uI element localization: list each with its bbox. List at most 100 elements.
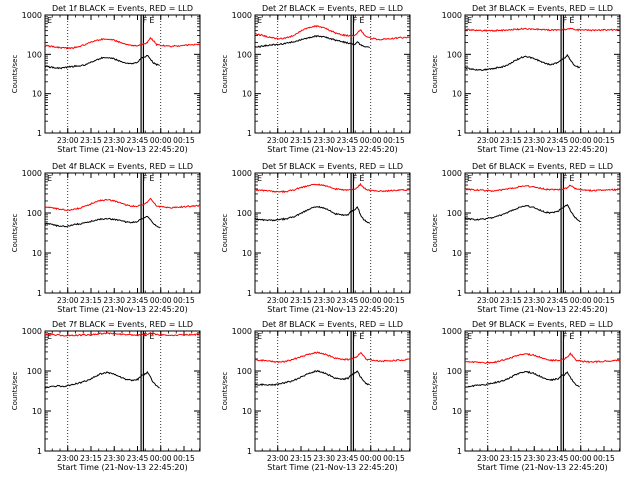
flag-e-label: E xyxy=(569,174,574,183)
x-tick-label: 23:30 xyxy=(103,454,125,463)
flag-e-label: E xyxy=(359,332,364,341)
y-tick-label: 1 xyxy=(457,129,462,138)
y-tick-label: 100 xyxy=(237,209,252,218)
flag-e-label: E xyxy=(257,332,262,341)
x-tick-label: 23:45 xyxy=(547,136,569,145)
y-tick-label: 10 xyxy=(452,90,462,99)
x-tick-label: 00:00 xyxy=(360,136,382,145)
lld-series-line xyxy=(464,352,621,364)
y-tick-label: 1000 xyxy=(232,327,252,336)
y-tick-label: 1 xyxy=(247,289,252,298)
y-axis-label: Counts/sec xyxy=(431,55,439,94)
y-tick-label: 10 xyxy=(242,90,252,99)
x-tick-label: 00:15 xyxy=(593,296,615,305)
plot-panel: Det 4f BLACK = Events, RED = LLD 1 10 100 10… xyxy=(11,162,201,314)
x-tick-label: 23:30 xyxy=(523,454,545,463)
lld-series-line xyxy=(44,197,201,212)
y-axis-label: Counts/sec xyxy=(221,372,229,411)
flag-e-label: E xyxy=(359,174,364,183)
y-tick-label: 1000 xyxy=(442,11,462,20)
y-tick-label: 100 xyxy=(237,367,252,376)
plot-frame xyxy=(254,172,411,294)
flag-e-label: E xyxy=(47,16,52,25)
events-series-line xyxy=(464,203,581,223)
x-tick-label: 00:00 xyxy=(150,454,172,463)
plot-panel: Det 1f BLACK = Events, RED = LLD 1 10 100 10… xyxy=(11,4,201,154)
flag-e-label: E xyxy=(569,332,574,341)
y-tick-label: 1 xyxy=(247,447,252,456)
y-tick-label: 100 xyxy=(27,209,42,218)
plot-panel: Det 3f BLACK = Events, RED = LLD 1 10 100 10… xyxy=(431,4,621,154)
x-tick-label: 23:00 xyxy=(267,454,289,463)
x-tick-label: 23:00 xyxy=(57,136,79,145)
y-axis-label: Counts/sec xyxy=(221,214,229,253)
plot-frame xyxy=(254,330,411,452)
lld-series-line xyxy=(44,36,201,50)
x-tick-label: 23:30 xyxy=(313,454,335,463)
x-tick-label: 23:45 xyxy=(337,454,359,463)
flag-e-label: E xyxy=(467,332,472,341)
events-series-line xyxy=(254,369,370,387)
y-tick-label: 10 xyxy=(452,407,462,416)
plot-panel: Det 2f BLACK = Events, RED = LLD 1 10 100 10… xyxy=(221,4,411,154)
x-tick-label: 23:30 xyxy=(523,296,545,305)
x-axis-label: Start Time (21-Nov-13 22:45:20) xyxy=(477,145,607,154)
y-tick-label: 100 xyxy=(27,367,42,376)
x-tick-label: 00:00 xyxy=(360,454,382,463)
x-tick-label: 23:45 xyxy=(547,296,569,305)
flag-f-label: F xyxy=(143,16,148,25)
flag-e-label: E xyxy=(467,16,472,25)
x-tick-label: 23:15 xyxy=(80,454,102,463)
x-tick-label: 00:15 xyxy=(173,136,195,145)
events-series-line xyxy=(464,53,581,72)
x-tick-label: 23:45 xyxy=(127,136,149,145)
flag-f-label: F xyxy=(563,332,568,341)
plot-title: Det 9f BLACK = Events, RED = LLD xyxy=(472,320,613,329)
y-tick-label: 1 xyxy=(457,289,462,298)
y-tick-label: 1000 xyxy=(442,169,462,178)
y-tick-label: 10 xyxy=(32,407,42,416)
y-tick-label: 1000 xyxy=(22,327,42,336)
x-tick-label: 23:15 xyxy=(500,296,522,305)
x-tick-label: 00:00 xyxy=(150,296,172,305)
y-tick-label: 1 xyxy=(247,129,252,138)
y-tick-label: 1000 xyxy=(232,169,252,178)
x-tick-label: 23:15 xyxy=(290,454,312,463)
flag-f-label: F xyxy=(143,332,148,341)
x-tick-label: 23:45 xyxy=(337,136,359,145)
y-tick-label: 1000 xyxy=(22,169,42,178)
plot-title: Det 4f BLACK = Events, RED = LLD xyxy=(52,162,193,171)
plot-frame xyxy=(464,172,621,294)
x-tick-label: 00:00 xyxy=(570,454,592,463)
x-axis-label: Start Time (21-Nov-13 22:45:20) xyxy=(57,305,187,314)
lld-series-line xyxy=(254,182,411,194)
plot-title: Det 2f BLACK = Events, RED = LLD xyxy=(262,4,403,13)
plot-title: Det 8f BLACK = Events, RED = LLD xyxy=(262,320,403,329)
plot-panel: Det 6f BLACK = Events, RED = LLD 1 10 100 10… xyxy=(431,162,621,314)
y-tick-label: 1 xyxy=(37,129,42,138)
x-tick-label: 23:30 xyxy=(313,296,335,305)
y-axis-label: Counts/sec xyxy=(11,214,19,253)
plot-title: Det 7f BLACK = Events, RED = LLD xyxy=(52,320,193,329)
x-tick-label: 23:15 xyxy=(290,136,312,145)
flag-e-label: E xyxy=(359,16,364,25)
x-tick-label: 23:00 xyxy=(477,296,499,305)
y-axis-label: Counts/sec xyxy=(431,372,439,411)
x-tick-label: 00:15 xyxy=(173,454,195,463)
x-tick-label: 00:15 xyxy=(383,454,405,463)
y-tick-label: 10 xyxy=(452,249,462,258)
x-tick-label: 23:30 xyxy=(523,136,545,145)
x-axis-label: Start Time (21-Nov-13 22:45:20) xyxy=(267,305,397,314)
x-tick-label: 23:30 xyxy=(103,296,125,305)
lld-series-line xyxy=(254,24,411,41)
x-axis-label: Start Time (21-Nov-13 22:45:20) xyxy=(477,305,607,314)
x-axis-label: Start Time (21-Nov-13 22:45:20) xyxy=(477,463,607,472)
y-axis-label: Counts/sec xyxy=(11,372,19,411)
x-tick-label: 00:15 xyxy=(593,136,615,145)
y-tick-label: 10 xyxy=(242,249,252,258)
x-tick-label: 23:00 xyxy=(267,136,289,145)
flag-e-label: E xyxy=(467,174,472,183)
x-tick-label: 00:00 xyxy=(150,136,172,145)
flag-e-label: E xyxy=(149,16,154,25)
